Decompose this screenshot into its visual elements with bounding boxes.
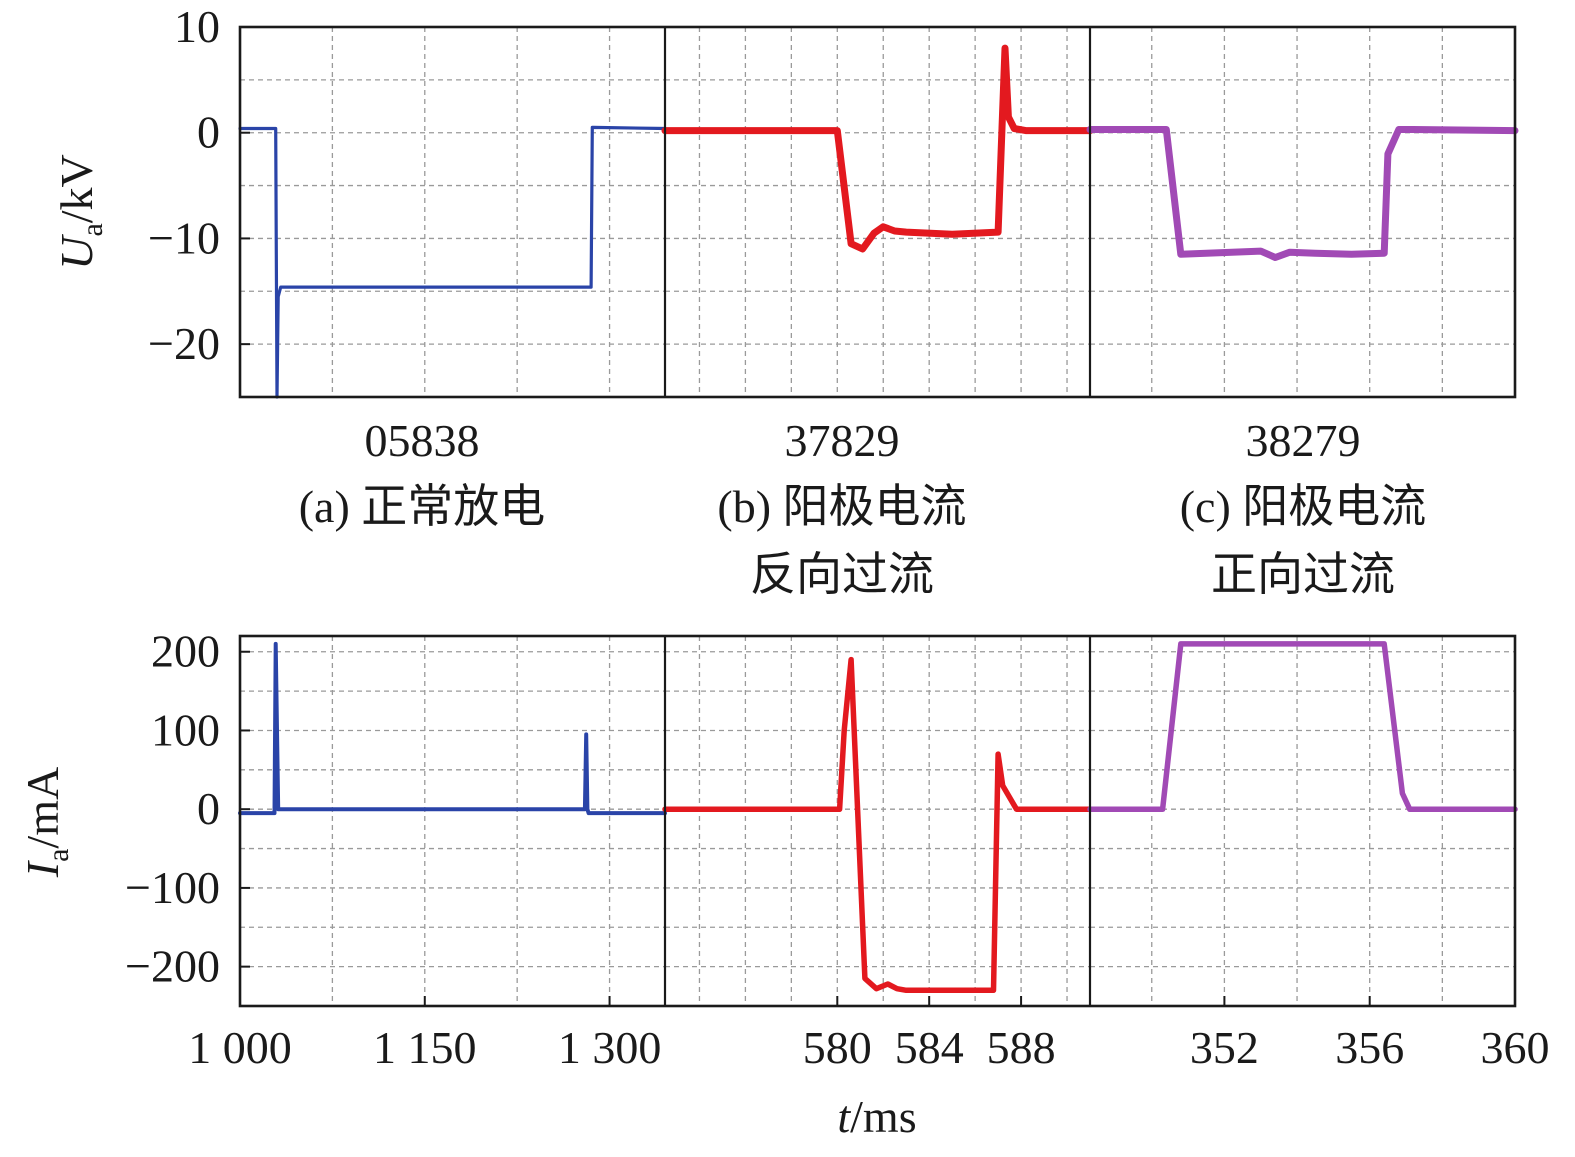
series-line-current-a-0: [238, 641, 667, 816]
y-tick-label-current-a: 100: [151, 704, 220, 755]
x-tick-label-current-b: 580: [803, 1022, 872, 1073]
series-line-voltage-a-0: [238, 125, 667, 399]
plot-frames: [238, 25, 1517, 1008]
caption-b-title-line2: 反向过流: [750, 549, 934, 600]
x-axis-label: t/ms: [837, 1091, 916, 1142]
x-tick-label-current-b: 588: [987, 1022, 1056, 1073]
x-tick-label-current-a: 1 150: [373, 1022, 477, 1073]
y-tick-label-current-a: −200: [125, 941, 220, 992]
caption-b-shot: 37829: [785, 415, 900, 466]
series-line-voltage-c-0: [1086, 126, 1519, 261]
series-line-voltage-b-0: [661, 44, 1094, 253]
series-line-current-b-0: [662, 656, 1093, 994]
x-tick-label-current-c: 360: [1481, 1022, 1550, 1073]
captions: 05838 (a) 正常放电 37829 (b) 阳极电流 反向过流 38279…: [299, 415, 1427, 600]
frame-voltage: [238, 25, 1517, 399]
caption-a-title: (a) 正常放电: [299, 481, 546, 532]
series-line-current-c-0: [1087, 641, 1518, 812]
x-tick-label-current-c: 356: [1335, 1022, 1404, 1073]
y-tick-label-current-a: −100: [125, 862, 220, 913]
x-tick-label-current-a: 1 300: [558, 1022, 662, 1073]
x-tick-label-current-a: 1 000: [188, 1022, 292, 1073]
y-tick-label-voltage-a: 10: [174, 1, 220, 52]
traces: [238, 44, 1519, 994]
x-tick-label-current-c: 352: [1190, 1022, 1259, 1073]
x-tick-label-current-b: 584: [895, 1022, 964, 1073]
y-tick-label-voltage-a: −10: [148, 212, 220, 263]
caption-c-title: (c) 阳极电流: [1180, 481, 1427, 532]
caption-c-shot: 38279: [1246, 415, 1361, 466]
y-tick-label-voltage-a: −20: [148, 318, 220, 369]
caption-b-title: (b) 阳极电流: [717, 481, 966, 532]
bottom-y-axis-label: Ia/mA: [17, 767, 75, 878]
y-tick-label-voltage-a: 0: [197, 107, 220, 158]
y-tick-label-current-a: 0: [197, 783, 220, 834]
frame-current: [238, 634, 1517, 1008]
caption-c-title-line2: 正向过流: [1211, 549, 1395, 600]
top-y-axis-label: Ua/kV: [51, 154, 109, 270]
y-tick-label-current-a: 200: [151, 626, 220, 677]
caption-a-shot: 05838: [365, 415, 480, 466]
